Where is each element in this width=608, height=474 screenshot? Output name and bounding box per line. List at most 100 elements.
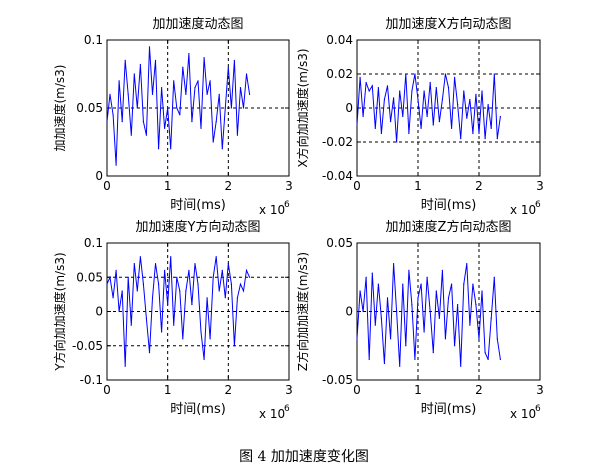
y-tick-label: -0.1: [80, 373, 103, 387]
data-point: [139, 256, 141, 258]
x-axis-multiplier-exponent: 6: [284, 200, 290, 210]
data-point: [182, 338, 184, 340]
x-tick-label: 1: [164, 179, 172, 193]
data-point: [399, 90, 401, 92]
data-point: [466, 262, 468, 265]
data-point: [203, 57, 205, 59]
data-point: [206, 297, 208, 299]
data-point: [383, 98, 386, 101]
data-point: [496, 338, 498, 340]
data-point: [239, 283, 242, 285]
data-point: [408, 132, 410, 135]
data-point: [356, 338, 358, 340]
data-point: [115, 164, 117, 166]
data-point: [484, 352, 486, 354]
data-point: [161, 331, 163, 333]
data-point: [167, 107, 169, 109]
data-point: [405, 73, 407, 75]
data-point: [432, 124, 434, 126]
y-axis-label: 加加速度(m/s3): [52, 65, 67, 152]
x-tick-label: 2: [475, 179, 483, 193]
data-point: [130, 134, 132, 136]
data-point: [151, 297, 154, 299]
data-point: [484, 138, 486, 140]
x-axis-label: 时间(ms): [421, 198, 477, 213]
data-point: [475, 93, 477, 95]
data-point: [173, 324, 175, 326]
data-point: [230, 283, 232, 285]
data-point: [368, 358, 370, 361]
data-point: [124, 365, 126, 367]
data-point: [365, 81, 367, 84]
data-point: [444, 73, 447, 75]
data-point: [469, 98, 471, 101]
y-axis-label: X方向加加速度(m/s3): [295, 48, 310, 167]
data-point: [133, 73, 135, 75]
data-point: [444, 338, 447, 340]
data-point: [233, 345, 235, 347]
data-point: [386, 297, 389, 299]
data-point: [164, 269, 166, 271]
data-point: [396, 141, 398, 143]
y-tick-label: 0.04: [326, 33, 353, 47]
data-point: [475, 304, 477, 306]
chart-title: 加加速度动态图: [152, 16, 243, 32]
data-point: [212, 276, 214, 278]
data-point: [127, 93, 129, 95]
data-point: [356, 124, 358, 126]
series-line: [356, 263, 501, 367]
data-point: [224, 297, 226, 299]
data-point: [209, 338, 211, 340]
data-point: [481, 290, 483, 292]
data-point: [191, 304, 193, 306]
x-axis-multiplier-exponent: 6: [535, 404, 541, 414]
data-point: [478, 132, 480, 135]
data-point: [170, 256, 172, 258]
y-axis-label: Z方向加加速度(m/s3): [295, 252, 310, 371]
x-tick-label: 2: [225, 179, 233, 193]
data-point: [176, 276, 178, 278]
data-point: [118, 310, 120, 313]
data-point: [236, 297, 239, 299]
data-point: [173, 80, 175, 82]
data-point: [426, 115, 428, 118]
data-point: [423, 90, 425, 92]
data-point: [429, 81, 431, 84]
data-point: [227, 262, 229, 265]
data-point: [447, 87, 450, 89]
data-point: [423, 331, 425, 333]
data-point: [109, 93, 111, 95]
y-tick-label: -0.02: [322, 135, 353, 149]
data-point: [377, 87, 379, 89]
data-point: [432, 352, 434, 354]
data-point: [460, 365, 462, 367]
data-point: [450, 127, 453, 129]
data-point: [457, 104, 459, 106]
data-point: [109, 276, 111, 278]
data-point: [441, 269, 443, 271]
data-point: [420, 283, 422, 285]
data-point: [145, 134, 148, 136]
data-point: [496, 138, 498, 140]
data-point: [408, 269, 410, 271]
data-point: [121, 290, 123, 292]
data-point: [389, 121, 392, 123]
y-tick-label: 0.1: [84, 33, 103, 47]
data-point: [362, 310, 364, 313]
data-point: [142, 283, 144, 285]
data-point: [230, 107, 232, 109]
data-point: [393, 97, 395, 99]
x-axis-multiplier: x 10: [259, 407, 285, 421]
data-point: [136, 107, 138, 109]
chart-title: 加加速度Z方向动态图: [386, 219, 512, 235]
data-point: [414, 73, 416, 75]
data-point: [185, 93, 187, 95]
y-tick-label: -0.05: [72, 339, 103, 353]
data-point: [393, 262, 395, 265]
data-point: [170, 148, 172, 150]
data-point: [157, 283, 160, 285]
data-point: [374, 127, 376, 129]
